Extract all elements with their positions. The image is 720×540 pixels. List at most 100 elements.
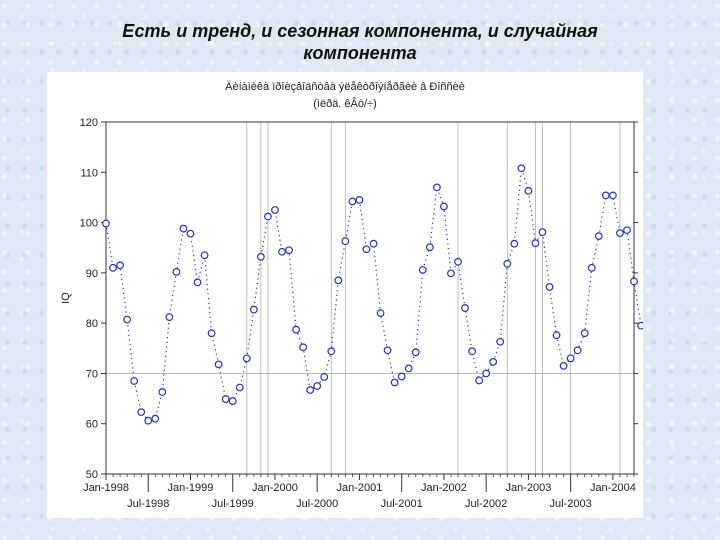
y-tick-label: 80 bbox=[86, 318, 98, 330]
chart-panel: Äèíàìèêà ïðîèçâîäñòâà ýëåêòðîýíåðãèè â Ð… bbox=[47, 72, 643, 518]
y-tick-label: 70 bbox=[86, 368, 98, 380]
chart-subtitle: (ìëðä. êÂò/÷) bbox=[313, 98, 377, 110]
data-point bbox=[601, 191, 610, 200]
data-point bbox=[102, 219, 110, 228]
data-point bbox=[447, 269, 455, 278]
data-point bbox=[559, 361, 568, 370]
data-point bbox=[214, 360, 223, 369]
data-point bbox=[376, 309, 385, 317]
x-tick-label: Jan-1998 bbox=[83, 482, 129, 494]
y-tick-label: 60 bbox=[86, 419, 98, 431]
data-point bbox=[165, 313, 174, 322]
data-point bbox=[538, 228, 547, 237]
data-point bbox=[130, 377, 139, 385]
data-point bbox=[482, 369, 491, 378]
data-point bbox=[411, 348, 420, 357]
slide-title: Есть и тренд, и сезонная компонента, и с… bbox=[40, 20, 680, 64]
y-tick-label: 50 bbox=[86, 469, 98, 481]
data-point bbox=[256, 252, 265, 261]
data-point bbox=[313, 382, 322, 390]
y-tick-label: 120 bbox=[80, 117, 98, 129]
data-point bbox=[179, 224, 188, 233]
data-point bbox=[432, 183, 441, 192]
data-point bbox=[510, 239, 519, 248]
data-point bbox=[271, 206, 279, 214]
data-point bbox=[454, 257, 462, 266]
data-point bbox=[123, 315, 132, 324]
data-point bbox=[228, 397, 237, 405]
data-point bbox=[489, 357, 498, 366]
data-point bbox=[144, 416, 153, 425]
x-tick-label: Jul-1998 bbox=[127, 498, 169, 510]
data-point bbox=[573, 346, 582, 355]
data-point bbox=[348, 197, 357, 206]
slide-title-line-1: Есть и тренд, и сезонная компонента, и с… bbox=[122, 21, 598, 41]
data-point bbox=[637, 321, 643, 330]
data-point bbox=[383, 346, 392, 355]
x-tick-label: Jan-1999 bbox=[168, 482, 214, 494]
series-line bbox=[105, 168, 642, 422]
data-point bbox=[524, 186, 533, 195]
data-point bbox=[608, 191, 617, 200]
data-point bbox=[151, 414, 160, 423]
y-tick-label: 100 bbox=[80, 218, 98, 230]
data-point bbox=[440, 202, 448, 211]
chart-title: Äèíàìèêà ïðîèçâîäñòâà ýëåêòðîýíåðãèè â Ð… bbox=[225, 81, 465, 93]
data-point bbox=[193, 278, 202, 287]
data-point bbox=[207, 329, 216, 338]
data-point bbox=[630, 277, 638, 286]
data-point bbox=[278, 247, 286, 256]
data-point bbox=[616, 229, 624, 238]
x-tick-label: Jan-2003 bbox=[505, 482, 551, 494]
y-tick-label: 90 bbox=[86, 268, 98, 280]
x-tick-label: Jan-2000 bbox=[252, 482, 298, 494]
data-point bbox=[200, 251, 209, 260]
data-point bbox=[517, 164, 526, 173]
data-point bbox=[475, 376, 484, 385]
data-point bbox=[341, 237, 350, 246]
data-point bbox=[172, 267, 181, 276]
x-tick-label: Jan-2004 bbox=[590, 482, 636, 494]
data-point bbox=[503, 259, 512, 268]
x-tick-label: Jul-2003 bbox=[550, 498, 592, 510]
slide-title-line-2: компонента bbox=[303, 43, 417, 63]
data-point bbox=[242, 354, 251, 363]
data-point bbox=[109, 263, 117, 272]
chart-canvas: 50 60 70 80 90 100 110 120 IQ Jan-1998 Jul-1998 Jan… bbox=[60, 117, 643, 510]
data-point bbox=[468, 347, 476, 356]
data-point bbox=[221, 395, 230, 403]
data-point bbox=[249, 305, 258, 314]
data-point bbox=[461, 304, 469, 312]
data-point bbox=[545, 283, 554, 291]
plot-frame bbox=[105, 121, 635, 475]
data-point bbox=[623, 226, 631, 235]
x-tick-label: Jul-1999 bbox=[212, 498, 254, 510]
data-point bbox=[362, 245, 371, 254]
data-point bbox=[137, 408, 146, 417]
data-point bbox=[320, 373, 329, 381]
x-tick-label: Jan-2001 bbox=[337, 482, 383, 494]
x-tick-label: Jul-2000 bbox=[296, 498, 338, 510]
data-point bbox=[418, 265, 427, 274]
y-axis-label: IQ bbox=[60, 292, 72, 304]
data-point bbox=[587, 263, 596, 272]
data-point bbox=[580, 329, 589, 338]
data-point bbox=[235, 383, 244, 392]
data-point bbox=[496, 337, 505, 346]
data-point bbox=[158, 388, 167, 396]
data-point bbox=[552, 331, 561, 340]
data-point bbox=[390, 378, 399, 387]
data-point bbox=[334, 276, 343, 285]
data-point bbox=[306, 386, 315, 394]
data-point bbox=[264, 212, 272, 221]
x-tick-label: Jul-2001 bbox=[381, 498, 423, 510]
data-point bbox=[369, 239, 378, 248]
data-point bbox=[425, 243, 434, 252]
data-point bbox=[292, 325, 300, 334]
data-point bbox=[116, 261, 124, 270]
x-tick-label: Jul-2002 bbox=[465, 498, 507, 510]
data-point bbox=[285, 246, 293, 255]
y-tick-label: 110 bbox=[80, 167, 98, 179]
data-point bbox=[397, 372, 406, 381]
data-point bbox=[299, 343, 308, 352]
